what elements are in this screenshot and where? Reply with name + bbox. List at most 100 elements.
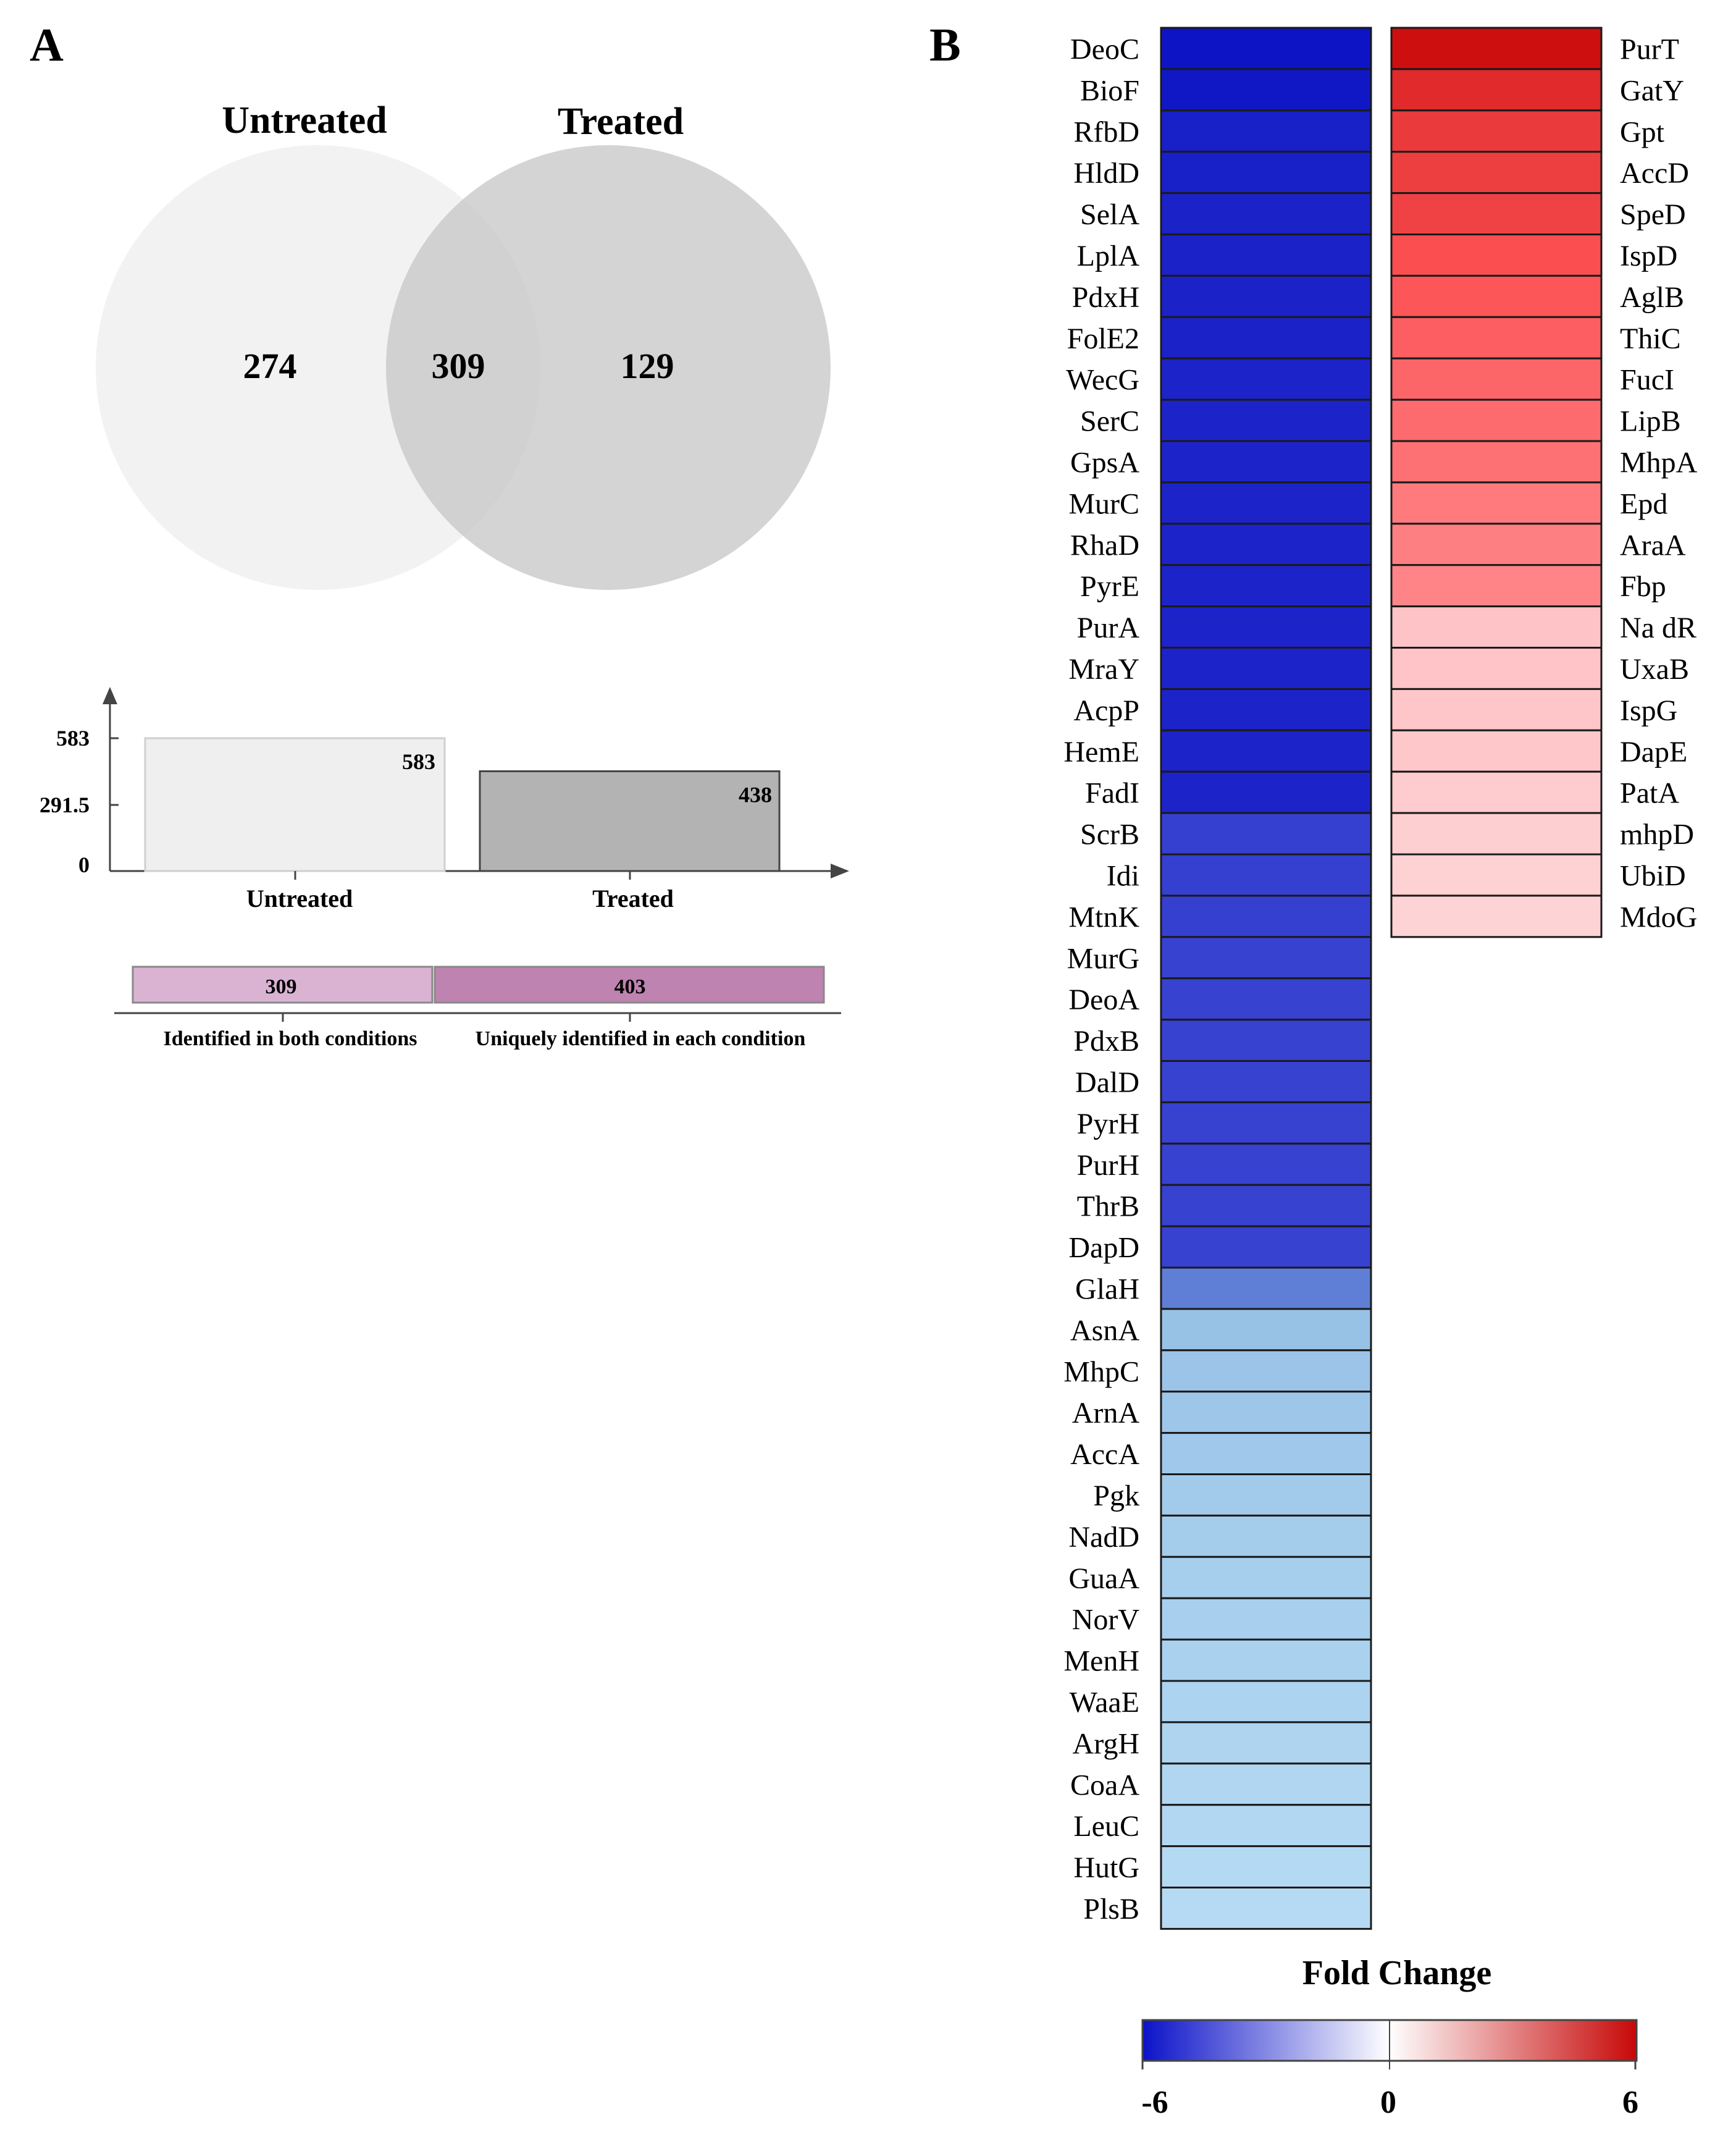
heatmap-cell xyxy=(1160,770,1372,814)
gene-label: CoaA xyxy=(1070,1769,1139,1801)
heatmap-cell xyxy=(1160,1845,1372,1889)
heatmap-cell xyxy=(1160,812,1372,856)
heatmap-cell xyxy=(1160,27,1372,70)
gene-label: DeoC xyxy=(1070,33,1139,65)
heatmap-cell xyxy=(1390,274,1603,318)
segment-label-unique: Uniquely identified in each condition xyxy=(476,1027,806,1050)
gene-label: IspD xyxy=(1620,240,1677,272)
y-tick-label: 0 xyxy=(78,852,90,877)
gene-label: Fbp xyxy=(1620,570,1666,603)
gene-label: AraA xyxy=(1620,529,1686,562)
gene-label: NorV xyxy=(1072,1604,1140,1636)
heatmap-cell xyxy=(1160,977,1372,1021)
gene-label: Gpt xyxy=(1620,116,1665,148)
segment-both xyxy=(132,966,434,1004)
gene-label: HemE xyxy=(1063,736,1139,768)
gene-label: ThiC xyxy=(1620,322,1681,355)
stacked-bar: 309 403 Identified in both conditions Un… xyxy=(114,966,841,1050)
heatmap-cell xyxy=(1390,895,1603,938)
heatmap-cell xyxy=(1390,812,1603,856)
venn-count-treated-only: 129 xyxy=(621,346,674,386)
heatmap-cell xyxy=(1160,1184,1372,1227)
gene-label: HutG xyxy=(1073,1851,1139,1884)
gene-label: DeoA xyxy=(1068,983,1139,1016)
bar-value-label: 438 xyxy=(739,782,772,807)
colorbar: Fold Change -6 0 6 xyxy=(1141,1954,1638,2120)
x-tick-label-treated: Treated xyxy=(592,885,674,912)
heatmap-cell xyxy=(1160,1432,1372,1476)
gene-label: MurC xyxy=(1068,487,1139,520)
y-tick-label: 291.5 xyxy=(40,793,90,817)
heatmap-cell xyxy=(1160,936,1372,980)
heatmap-cell xyxy=(1390,564,1603,608)
heatmap-cell xyxy=(1160,1804,1372,1848)
gene-label: PdxB xyxy=(1073,1025,1139,1058)
gene-label: GlaH xyxy=(1075,1273,1139,1305)
heatmap-cell xyxy=(1160,1473,1372,1517)
gene-label: SerC xyxy=(1080,405,1139,438)
heatmap-cell xyxy=(1390,357,1603,401)
gene-label: Na dR xyxy=(1620,612,1696,644)
heatmap-cell xyxy=(1390,440,1603,484)
gene-label: MhpC xyxy=(1063,1355,1139,1388)
gene-label: SelA xyxy=(1080,198,1139,231)
heatmap-cell xyxy=(1160,274,1372,318)
heatmap-cell xyxy=(1160,234,1372,277)
heatmap-cell xyxy=(1160,440,1372,484)
gene-label: WecG xyxy=(1066,364,1139,397)
venn-diagram: Untreated Treated 274 309 129 xyxy=(96,99,831,590)
heatmap-cell xyxy=(1160,1391,1372,1434)
heatmap-cell xyxy=(1160,853,1372,897)
gene-label: RhaD xyxy=(1070,529,1139,562)
gene-label: AccA xyxy=(1070,1438,1139,1471)
gene-label: PdxH xyxy=(1072,281,1139,314)
panel-label-b: B xyxy=(929,19,961,71)
segment-label-both: Identified in both conditions xyxy=(164,1027,417,1050)
heatmap-cell xyxy=(1160,1762,1372,1806)
heatmap-cell xyxy=(1160,1308,1372,1352)
bar-chart-x-arrow xyxy=(831,864,849,878)
heatmap-cell xyxy=(1160,1887,1372,1930)
heatmap-cell xyxy=(1160,895,1372,938)
heatmap-cell xyxy=(1160,109,1372,153)
gene-label: DapD xyxy=(1068,1232,1139,1265)
gene-label: ScrB xyxy=(1080,819,1139,851)
gene-label: UxaB xyxy=(1620,653,1689,686)
x-tick-label-untreated: Untreated xyxy=(246,885,353,912)
gene-label: FucI xyxy=(1620,364,1674,397)
gene-label: mhpD xyxy=(1620,819,1694,851)
heatmap-cell xyxy=(1160,398,1372,442)
gene-label: SpeD xyxy=(1620,198,1686,231)
heatmap-cell xyxy=(1390,27,1603,70)
colorbar-label-max: 6 xyxy=(1622,2085,1638,2120)
gene-label: FadI xyxy=(1085,777,1139,810)
heatmap-down-column: DeoC BioF RfbD HldD SelA LplA PdxH FolE2 WecG Ser… xyxy=(1063,27,1372,1930)
gene-label: ArgH xyxy=(1073,1727,1139,1760)
gene-label: DalD xyxy=(1075,1066,1139,1099)
heatmap-cell xyxy=(1160,151,1372,195)
gene-label: PatA xyxy=(1620,777,1679,810)
heatmap-cell xyxy=(1160,729,1372,773)
gene-label: MenH xyxy=(1063,1645,1139,1678)
heatmap-cell xyxy=(1160,1514,1372,1558)
heatmap-cell xyxy=(1390,481,1603,525)
gene-label: WaaE xyxy=(1070,1686,1139,1719)
gene-label: BioF xyxy=(1080,74,1139,107)
heatmap-cell xyxy=(1390,234,1603,277)
heatmap-cell xyxy=(1160,1680,1372,1724)
bar-untreated xyxy=(144,737,446,872)
heatmap-cell xyxy=(1160,1101,1372,1145)
heatmap-cell xyxy=(1160,1597,1372,1641)
y-tick-label: 583 xyxy=(56,726,90,751)
heatmap-cell xyxy=(1160,1555,1372,1599)
heatmap-cell xyxy=(1390,316,1603,360)
bar-chart: 583 291.5 0 583 438 Untreated Treated xyxy=(40,687,849,912)
heatmap-cell xyxy=(1160,605,1372,649)
gene-label: AglB xyxy=(1620,281,1684,314)
gene-label: LplA xyxy=(1077,240,1140,272)
gene-label: Epd xyxy=(1620,487,1667,520)
gene-label: MurG xyxy=(1067,942,1139,975)
gene-label: PurT xyxy=(1620,33,1679,65)
colorbar-label-mid: 0 xyxy=(1380,2085,1396,2120)
colorbar-title: Fold Change xyxy=(1302,1954,1492,1992)
